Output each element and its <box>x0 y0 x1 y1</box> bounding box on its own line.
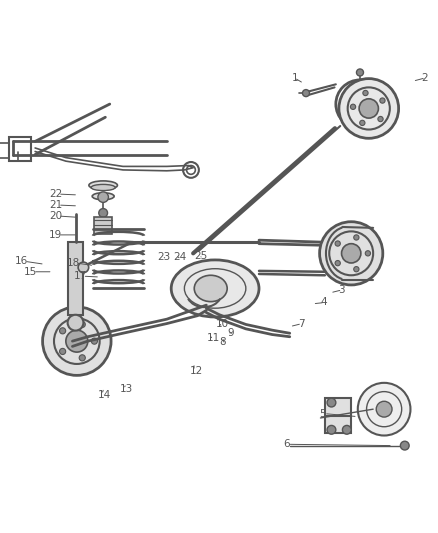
Circle shape <box>78 262 88 273</box>
Circle shape <box>399 441 408 450</box>
Circle shape <box>66 330 88 352</box>
Circle shape <box>60 328 66 334</box>
Text: 15: 15 <box>24 267 37 277</box>
Circle shape <box>67 315 83 330</box>
Text: 19: 19 <box>49 230 62 240</box>
Text: 18: 18 <box>67 258 80 268</box>
Text: 3: 3 <box>337 285 344 295</box>
Text: 24: 24 <box>173 252 186 262</box>
Circle shape <box>99 208 107 217</box>
Text: 20: 20 <box>49 211 62 221</box>
Circle shape <box>362 91 367 95</box>
Circle shape <box>79 355 85 361</box>
Text: 22: 22 <box>49 189 62 199</box>
Circle shape <box>350 104 355 109</box>
Circle shape <box>326 398 335 407</box>
Text: 2: 2 <box>420 72 427 83</box>
Text: 4: 4 <box>320 297 326 308</box>
Bar <box>9 137 31 161</box>
Text: 10: 10 <box>215 319 229 329</box>
Ellipse shape <box>88 181 117 190</box>
Text: 7: 7 <box>297 319 304 328</box>
Text: 6: 6 <box>283 439 289 449</box>
Circle shape <box>356 69 363 76</box>
Circle shape <box>364 251 370 256</box>
Text: 13: 13 <box>119 384 132 394</box>
Bar <box>324 398 350 433</box>
Circle shape <box>342 425 350 434</box>
Text: 5: 5 <box>319 409 325 418</box>
Circle shape <box>359 120 364 126</box>
Circle shape <box>379 98 384 103</box>
Text: 16: 16 <box>15 256 28 266</box>
Circle shape <box>60 349 66 354</box>
Text: 23: 23 <box>157 252 170 262</box>
Circle shape <box>358 99 378 118</box>
Circle shape <box>334 261 339 266</box>
Circle shape <box>334 241 339 246</box>
Text: 8: 8 <box>219 337 226 347</box>
Text: 11: 11 <box>207 333 220 343</box>
Circle shape <box>326 425 335 434</box>
Circle shape <box>91 338 97 344</box>
Ellipse shape <box>91 184 115 191</box>
Circle shape <box>353 235 358 240</box>
Circle shape <box>350 95 368 113</box>
Circle shape <box>79 321 85 327</box>
Circle shape <box>319 222 382 285</box>
Circle shape <box>357 383 410 435</box>
Ellipse shape <box>171 260 258 317</box>
Text: 14: 14 <box>97 390 110 400</box>
Circle shape <box>302 90 309 96</box>
Circle shape <box>42 307 111 375</box>
Text: 17: 17 <box>74 271 87 281</box>
Ellipse shape <box>92 193 114 200</box>
Circle shape <box>377 116 382 122</box>
Bar <box>94 217 112 233</box>
Circle shape <box>98 192 108 203</box>
Ellipse shape <box>194 275 227 302</box>
Text: 12: 12 <box>189 366 202 376</box>
Bar <box>68 243 83 315</box>
Circle shape <box>375 401 391 417</box>
Circle shape <box>341 244 360 263</box>
Text: 25: 25 <box>194 251 207 261</box>
Text: 9: 9 <box>227 328 233 338</box>
Circle shape <box>353 266 358 272</box>
Text: 1: 1 <box>291 72 298 83</box>
Circle shape <box>338 78 398 138</box>
Text: 21: 21 <box>49 200 62 210</box>
